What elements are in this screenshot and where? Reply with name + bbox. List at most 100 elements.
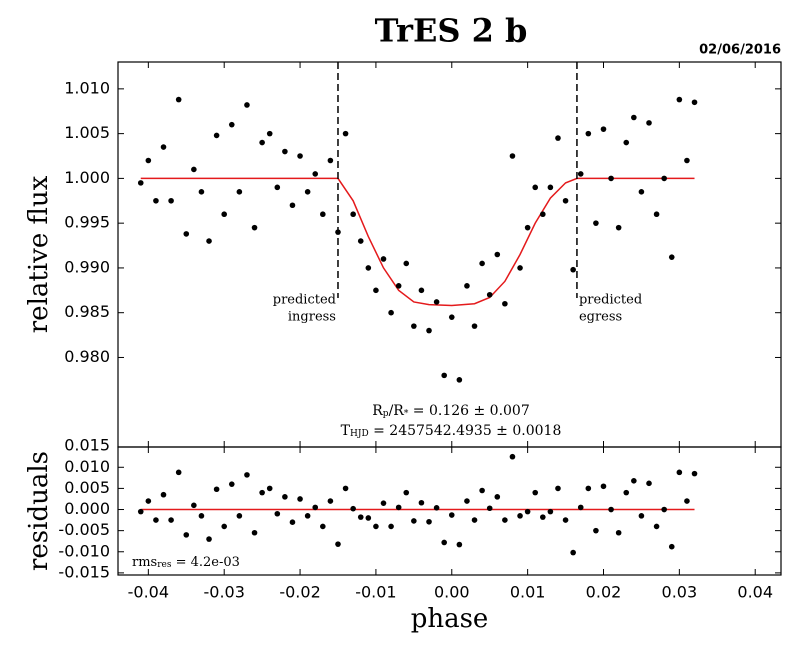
data-point	[676, 96, 683, 103]
y-tick-label: 0.980	[64, 347, 110, 366]
x-tick-label: 0.00	[434, 583, 470, 602]
data-point	[448, 512, 455, 518]
data-point	[426, 327, 432, 334]
data-point	[668, 254, 675, 260]
data-point	[684, 498, 690, 504]
data-point	[600, 483, 607, 490]
plot-frame	[117, 446, 782, 576]
x-axis-label: phase	[411, 604, 489, 634]
y-tick-label: -0.010	[58, 541, 110, 560]
data-point	[175, 469, 182, 476]
data-point	[661, 506, 667, 513]
y-tick-label: -0.005	[58, 520, 110, 539]
data-point	[236, 513, 243, 519]
data-point	[486, 291, 493, 298]
data-point	[517, 513, 523, 519]
y-tick-label: 0.000	[64, 499, 110, 518]
data-point	[479, 260, 485, 267]
data-point	[615, 529, 622, 536]
data-point	[509, 453, 516, 460]
data-point	[274, 184, 281, 191]
data-point	[532, 184, 539, 191]
data-point	[562, 197, 569, 204]
data-point	[593, 220, 599, 226]
x-tick-label: -0.01	[355, 583, 396, 602]
data-point	[471, 323, 478, 329]
data-point	[547, 184, 554, 191]
data-point	[509, 153, 516, 159]
data-point	[198, 513, 205, 519]
data-point	[486, 505, 493, 512]
data-point	[137, 508, 144, 515]
x-tick-label: -0.02	[279, 583, 320, 602]
data-point	[441, 539, 447, 546]
data-point	[259, 139, 265, 146]
data-point	[540, 514, 546, 520]
data-point	[638, 513, 645, 519]
data-point	[266, 485, 273, 492]
data-point	[653, 211, 660, 218]
chart-title: TrES 2 b	[375, 12, 528, 50]
data-point	[418, 499, 425, 506]
data-point	[623, 489, 630, 496]
data-point	[380, 256, 387, 262]
data-point	[403, 260, 410, 267]
x-tick-label: -0.04	[128, 583, 169, 602]
data-point	[153, 517, 159, 523]
data-point	[251, 224, 258, 231]
stats-part: = 0.126 ± 0.007	[408, 403, 529, 419]
stats-text: THJD = 2457542.4935 ± 0.0018	[341, 423, 562, 439]
data-point	[327, 498, 334, 504]
data-point	[456, 541, 463, 548]
annotation: ingress	[288, 310, 336, 325]
data-point	[524, 508, 531, 515]
data-point	[312, 504, 319, 511]
data-point	[615, 224, 622, 231]
data-point	[532, 489, 539, 496]
plot-frame	[117, 61, 782, 448]
data-point	[175, 96, 182, 103]
data-point	[251, 529, 258, 536]
data-point	[221, 523, 228, 530]
x-tick-label: 0.01	[510, 583, 546, 602]
data-point	[456, 377, 463, 383]
data-point	[236, 189, 243, 195]
data-point	[145, 157, 152, 164]
data-point	[676, 469, 683, 476]
data-point	[524, 224, 531, 231]
data-point	[433, 299, 440, 305]
data-point	[266, 130, 273, 137]
annotation: predicted	[579, 293, 642, 308]
data-point	[411, 323, 417, 329]
stats-part: T	[341, 423, 351, 439]
stats-part: R	[372, 403, 383, 419]
stats-part: HJD	[350, 429, 369, 439]
stats-part: = 2457542.4935 ± 0.0018	[369, 423, 562, 439]
data-point	[168, 197, 174, 204]
data-point	[137, 180, 144, 186]
data-point	[365, 515, 372, 521]
y-tick-label: 1.010	[64, 78, 110, 97]
data-point	[312, 171, 319, 177]
data-point	[593, 527, 599, 534]
data-point	[623, 139, 630, 146]
data-point	[426, 518, 432, 525]
stats-text: Rp/R* = 0.126 ± 0.007	[372, 403, 530, 419]
data-point	[555, 485, 561, 492]
data-point	[168, 517, 174, 523]
data-point	[221, 211, 228, 218]
stats-part: /R	[389, 403, 405, 419]
data-point	[577, 504, 584, 511]
data-point	[502, 517, 508, 523]
data-point	[282, 148, 288, 155]
y-tick-label: 0.015	[64, 436, 110, 455]
data-point	[388, 523, 394, 530]
data-point	[471, 517, 478, 523]
data-point	[388, 309, 394, 316]
data-point	[464, 498, 470, 504]
data-point	[297, 496, 303, 502]
stats-part: res	[157, 560, 172, 570]
y-axis-label: residuals	[24, 451, 54, 571]
data-point	[631, 477, 637, 484]
